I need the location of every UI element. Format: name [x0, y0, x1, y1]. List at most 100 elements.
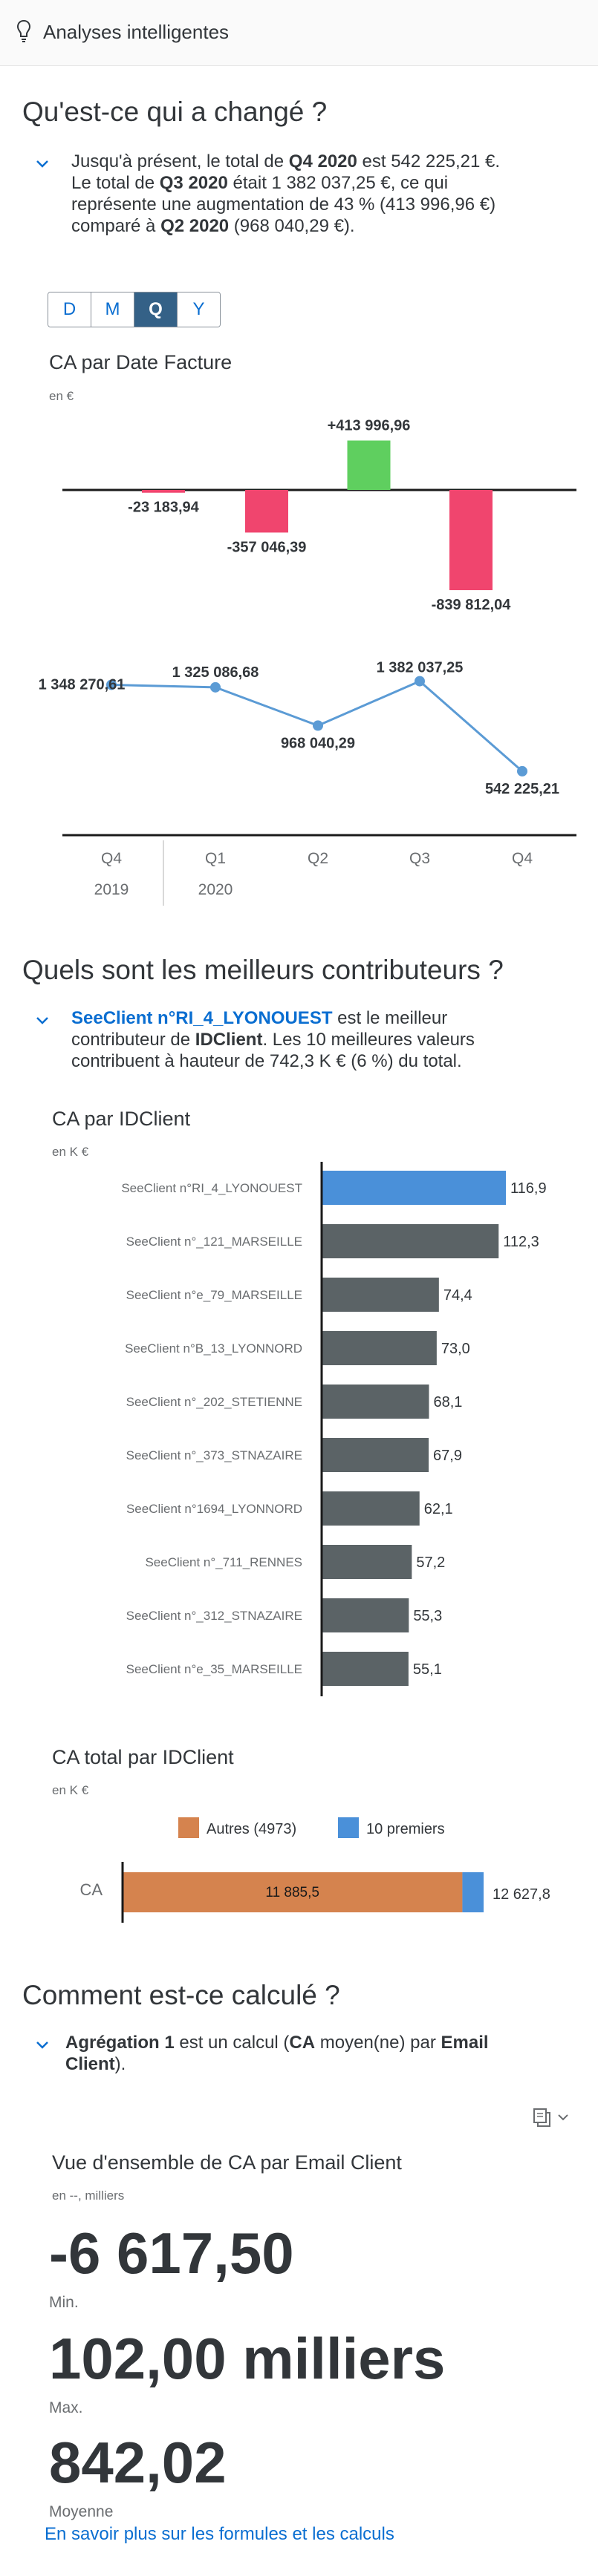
- summary-fragment: moyen(ne) par: [315, 2033, 441, 2053]
- copy-icon[interactable]: [532, 2107, 576, 2129]
- granularity-option-m[interactable]: M: [91, 292, 134, 327]
- category-label: CA: [79, 1880, 103, 1899]
- summary-fragment: Agrégation 1: [65, 2033, 175, 2053]
- category-label: SeeClient n°_121_MARSEILLE: [126, 1235, 302, 1249]
- category-label: SeeClient n°_202_STETIENNE: [126, 1395, 302, 1409]
- series-label: 542 225,21: [485, 781, 559, 797]
- summary-fragment: CA: [289, 2033, 316, 2053]
- series-point: [313, 720, 323, 731]
- legend-swatch-top10: [338, 1817, 359, 1838]
- variance-bar: [449, 490, 493, 590]
- client-bar: [322, 1171, 506, 1205]
- lightbulb-icon: [16, 19, 31, 42]
- contributor-summary-text: SeeClient n°RI_4_LYONOUEST est le meille…: [71, 1007, 524, 1072]
- client-bar: [322, 1545, 412, 1579]
- series-point: [415, 676, 425, 687]
- summary-fragment[interactable]: SeeClient n°RI_4_LYONOUEST: [71, 1008, 333, 1028]
- chart-unit-idclient: en K €: [52, 1145, 89, 1159]
- series-point: [106, 679, 117, 690]
- x-tick-label: Q1: [205, 850, 226, 867]
- section-heading-changes: Qu'est-ce qui a changé ?: [22, 97, 328, 127]
- client-bar: [322, 1438, 429, 1472]
- formulas-help-link[interactable]: En savoir plus sur les formules et les c…: [45, 2524, 394, 2544]
- category-label: SeeClient n°e_35_MARSEILLE: [126, 1662, 302, 1676]
- summary-fragment: était 1 382 037,25 €, ce qui représente …: [71, 173, 496, 236]
- calculation-summary-text: Agrégation 1 est un calcul (CA moyen(ne)…: [65, 2032, 541, 2075]
- category-label: SeeClient n°B_13_LYONNORD: [125, 1341, 302, 1356]
- x-year-label: 2019: [94, 881, 129, 898]
- granularity-option-q[interactable]: Q: [134, 292, 178, 327]
- chevron-down-icon[interactable]: [33, 1011, 52, 1030]
- bar-value-label: 68,1: [433, 1394, 462, 1410]
- x-tick-label: Q2: [308, 850, 328, 867]
- category-label: SeeClient n°RI_4_LYONOUEST: [121, 1181, 302, 1195]
- legend-label: Autres (4973): [207, 1821, 296, 1837]
- variance-label: +413 996,96: [328, 417, 411, 434]
- summary-fragment: est un calcul (: [174, 2033, 290, 2053]
- granularity-option-d[interactable]: D: [48, 292, 91, 327]
- stack-segment-top10: [462, 1872, 484, 1912]
- summary-fragment: est 542 225,21 €. Le total de: [71, 151, 501, 193]
- client-bar: [322, 1331, 437, 1365]
- x-tick-label: Q3: [409, 850, 430, 867]
- category-label: SeeClient n°_312_STNAZAIRE: [126, 1609, 302, 1623]
- top-bar: Analyses intelligentes: [0, 0, 598, 66]
- category-label: SeeClient n°e_79_MARSEILLE: [126, 1288, 302, 1302]
- kpi-avg-label: Moyenne: [49, 2503, 114, 2520]
- series-label: 968 040,29: [281, 735, 355, 751]
- chart-unit-total: en K €: [52, 1783, 89, 1797]
- bar-value-label: 62,1: [424, 1501, 453, 1517]
- bar-value-label: 112,3: [503, 1234, 539, 1250]
- summary-fragment: Q4 2020: [288, 151, 357, 171]
- x-tick-label: Q4: [101, 850, 122, 867]
- summary-fragment: . Les 10 meilleures valeurs contribuent …: [71, 1030, 475, 1071]
- variance-bar: [347, 440, 391, 490]
- chart-title-idclient: CA par IDClient: [52, 1108, 191, 1130]
- series-point: [210, 681, 221, 693]
- chart-unit-date: en €: [49, 389, 74, 403]
- kpi-min-label: Min.: [49, 2294, 79, 2311]
- variance-label: -357 046,39: [227, 539, 307, 555]
- granularity-option-y[interactable]: Y: [178, 292, 220, 327]
- x-year-label: 2020: [198, 881, 233, 898]
- bar-value-label: 116,9: [510, 1180, 547, 1197]
- legend-label: 10 premiers: [366, 1821, 445, 1837]
- kpi-card-title: Vue d'ensemble de CA par Email Client: [52, 2151, 402, 2174]
- segment-value-label: 11 885,5: [265, 1885, 319, 1900]
- variance-label: -23 183,94: [128, 500, 200, 516]
- chevron-down-icon[interactable]: [33, 154, 52, 174]
- client-bar: [322, 1385, 429, 1419]
- kpi-card-unit: en --, milliers: [52, 2188, 125, 2203]
- section-heading-contributors: Quels sont les meilleurs contributeurs ?: [22, 955, 504, 985]
- variance-chart: -23 183,94 -357 046,39 +413 996,96 -839 812…: [39, 417, 576, 906]
- summary-fragment: (968 040,29 €).: [229, 216, 355, 236]
- x-tick-label: Q4: [512, 850, 533, 867]
- client-bar: [322, 1224, 499, 1258]
- bar-value-label: 57,2: [416, 1555, 445, 1571]
- summary-fragment: ).: [114, 2054, 126, 2074]
- client-bar: [322, 1652, 409, 1686]
- kpi-max-label: Max.: [49, 2399, 83, 2416]
- panel-title: Analyses intelligentes: [43, 21, 230, 43]
- idclient-bar-chart: SeeClient n°RI_4_LYONOUEST 116,9 SeeClient…: [121, 1162, 547, 1696]
- summary-fragment: Q2 2020: [160, 216, 230, 236]
- variance-label: -839 812,04: [432, 597, 512, 613]
- kpi-avg-value: 842,02: [49, 2430, 227, 2495]
- chart-title-date: CA par Date Facture: [49, 351, 233, 373]
- change-summary-text: Jusqu'à présent, le total de Q4 2020 est…: [71, 151, 502, 237]
- variance-bar: [245, 490, 288, 533]
- summary-fragment: Q3 2020: [159, 173, 228, 193]
- bar-value-label: 74,4: [443, 1287, 472, 1304]
- chevron-down-icon[interactable]: [33, 2036, 52, 2055]
- total-stacked-chart: Autres (4973) 10 premiers CA 11 885,5 12 627…: [79, 1817, 550, 1923]
- chart-title-total: CA total par IDClient: [52, 1746, 234, 1768]
- category-label: SeeClient n°_373_STNAZAIRE: [126, 1448, 302, 1462]
- summary-fragment: IDClient: [195, 1030, 263, 1050]
- client-bar: [322, 1278, 439, 1312]
- bar-value-label: 67,9: [433, 1448, 462, 1464]
- stack-segment-others: [123, 1872, 463, 1912]
- legend-swatch-others: [178, 1817, 199, 1838]
- summary-fragment: Email Client: [65, 2033, 489, 2074]
- summary-fragment: Jusqu'à présent, le total de: [71, 151, 289, 171]
